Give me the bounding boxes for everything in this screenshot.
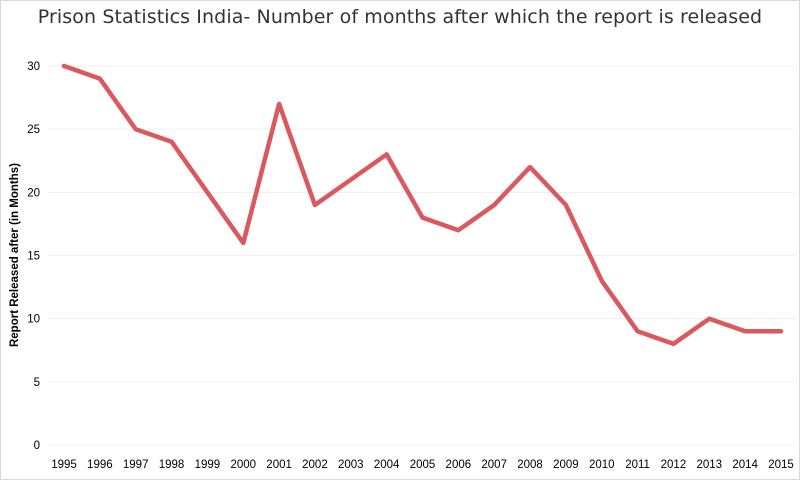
x-tick-label: 1996 xyxy=(87,459,113,471)
y-tick-label: 20 xyxy=(27,187,40,199)
x-tick-label: 2003 xyxy=(338,459,364,471)
data-point[interactable] xyxy=(669,340,677,348)
data-point[interactable] xyxy=(526,163,534,171)
x-tick-label: 2009 xyxy=(553,459,579,471)
data-point[interactable] xyxy=(347,176,355,184)
data-point[interactable] xyxy=(705,315,713,323)
y-axis-title: Report Released after (in Months) xyxy=(9,163,21,347)
x-tick-label: 2000 xyxy=(230,459,256,471)
data-point[interactable] xyxy=(490,201,498,209)
y-axis-ticks: 0 5 10 15 20 25 30 xyxy=(27,61,40,452)
series-line[interactable] xyxy=(61,63,784,347)
data-point[interactable] xyxy=(777,327,785,335)
y-tick-label: 15 xyxy=(27,251,40,263)
x-tick-label: 1997 xyxy=(123,459,149,471)
data-point[interactable] xyxy=(598,277,606,285)
gridlines xyxy=(48,65,795,446)
data-point[interactable] xyxy=(60,62,68,70)
x-tick-label: 2007 xyxy=(481,459,507,471)
x-tick-label: 2011 xyxy=(625,459,650,471)
data-point[interactable] xyxy=(311,201,319,209)
x-tick-label: 2010 xyxy=(589,459,615,471)
y-tick-label: 30 xyxy=(27,61,40,73)
x-tick-label: 2015 xyxy=(768,459,794,471)
chart-title: Prison Statistics India- Number of month… xyxy=(37,6,763,28)
data-point[interactable] xyxy=(454,226,462,234)
x-tick-label: 1995 xyxy=(51,459,77,471)
x-tick-label: 1998 xyxy=(159,459,185,471)
data-point[interactable] xyxy=(96,75,104,83)
y-tick-label: 25 xyxy=(27,124,40,136)
data-point[interactable] xyxy=(239,239,247,247)
y-tick-label: 5 xyxy=(34,377,40,389)
x-tick-label: 2008 xyxy=(517,459,543,471)
data-point[interactable] xyxy=(383,150,391,158)
data-point[interactable] xyxy=(419,214,427,222)
x-tick-label: 2001 xyxy=(266,459,292,471)
x-tick-label: 2012 xyxy=(661,459,687,471)
data-point[interactable] xyxy=(741,327,749,335)
data-point[interactable] xyxy=(562,201,570,209)
y-tick-label: 10 xyxy=(27,314,40,326)
data-point[interactable] xyxy=(203,188,211,196)
y-tick-label: 0 xyxy=(34,440,40,452)
x-tick-label: 2005 xyxy=(410,459,436,471)
x-tick-label: 2013 xyxy=(697,459,723,471)
x-axis-ticks: 1995 1996 1997 1998 1999 2000 2001 2002 2003 2004… xyxy=(51,459,794,471)
data-point[interactable] xyxy=(275,100,283,108)
x-tick-label: 2004 xyxy=(374,459,400,471)
x-tick-label: 2006 xyxy=(446,459,472,471)
x-tick-label: 2014 xyxy=(732,459,758,471)
x-tick-label: 2002 xyxy=(302,459,328,471)
series-layer xyxy=(60,62,785,348)
x-tick-label: 1999 xyxy=(195,459,221,471)
data-point[interactable] xyxy=(132,125,140,133)
data-point[interactable] xyxy=(634,327,642,335)
data-point[interactable] xyxy=(168,138,176,146)
